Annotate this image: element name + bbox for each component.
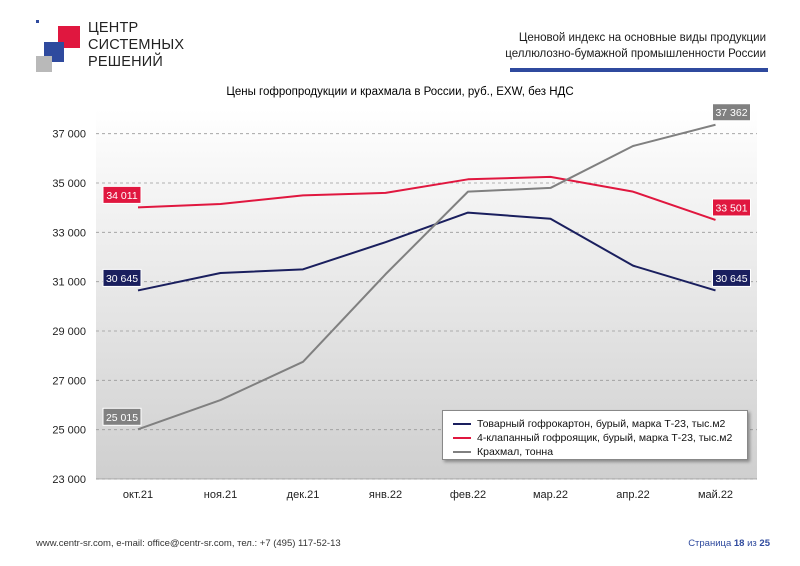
data-label-box — [102, 268, 142, 287]
y-tick-label: 37 000 — [52, 129, 86, 141]
logo-mark-icon — [36, 20, 80, 72]
data-label-box — [102, 185, 142, 204]
data-label-box — [712, 198, 751, 217]
chart-title: Цены гофропродукции и крахмала в России,… — [226, 86, 574, 98]
data-label: 30 645 — [715, 273, 747, 285]
data-label: 34 011 — [106, 190, 137, 202]
data-label-box — [102, 407, 142, 426]
x-tick-label: ноя.21 — [204, 489, 237, 501]
page-prefix: Страница — [688, 538, 732, 549]
legend-label: 4-клапанный гофроящик, бурый, марка Т-23… — [477, 432, 733, 444]
data-label: 25 015 — [106, 412, 138, 424]
legend-item: Товарный гофрокартон, бурый, марка Т-23,… — [453, 417, 725, 431]
y-tick-label: 35 000 — [52, 178, 86, 190]
logo-text: ЦЕНТР СИСТЕМНЫХ РЕШЕНИЙ — [88, 20, 184, 71]
x-tick-label: апр.22 — [616, 489, 649, 501]
footer-contacts: www.centr-sr.com, e-mail: office@centr-s… — [36, 538, 341, 549]
legend-label: Крахмал, тонна — [477, 446, 554, 458]
series-line — [137, 211, 716, 292]
document-title: Ценовой индекс на основные виды продукци… — [436, 30, 766, 62]
data-label: 30 645 — [106, 273, 138, 285]
document-title-line-1: Ценовой индекс на основные виды продукци… — [518, 32, 766, 44]
page-current: 18 — [733, 538, 745, 549]
header-divider — [510, 68, 768, 72]
logo-line-2: СИСТЕМНЫХ — [88, 37, 185, 53]
legend-label: Товарный гофрокартон, бурый, марка Т-23,… — [477, 418, 726, 430]
data-label: 37 362 — [715, 107, 747, 119]
logo-line-3: РЕШЕНИЙ — [88, 54, 164, 70]
x-tick-label: дек.21 — [287, 489, 320, 501]
legend-item: Крахмал, тонна — [453, 445, 553, 459]
legend-item: 4-клапанный гофроящик, бурый, марка Т-23… — [453, 431, 732, 445]
x-tick-label: фев.22 — [450, 489, 486, 501]
page-total: 25 — [759, 538, 770, 549]
x-tick-label: мар.22 — [533, 489, 568, 501]
y-tick-label: 33 000 — [52, 227, 86, 239]
page-separator: из — [747, 538, 757, 549]
data-label-box — [712, 268, 751, 287]
series-line — [137, 123, 716, 431]
y-tick-label: 25 000 — [52, 425, 86, 437]
y-tick-label: 31 000 — [52, 277, 86, 289]
x-tick-label: окт.21 — [123, 489, 153, 501]
y-tick-label: 29 000 — [52, 326, 86, 338]
logo-line-1: ЦЕНТР — [88, 20, 139, 36]
legend-swatch — [453, 437, 471, 439]
y-tick-label: 27 000 — [52, 375, 86, 387]
x-tick-label: май.22 — [698, 489, 733, 501]
legend-swatch — [453, 451, 471, 453]
data-label-box — [712, 103, 751, 122]
legend-swatch — [453, 423, 471, 425]
chart-legend: Товарный гофрокартон, бурый, марка Т-23,… — [442, 410, 748, 460]
data-label: 33 501 — [715, 202, 747, 214]
page-number: Страница 18 из 25 — [688, 538, 770, 549]
series-line — [137, 175, 716, 221]
document-title-line-2: целлюлозно-бумажной промышленности Росси… — [505, 48, 766, 60]
company-logo: ЦЕНТР СИСТЕМНЫХ РЕШЕНИЙ — [22, 18, 184, 80]
y-tick-label: 23 000 — [52, 474, 86, 486]
x-tick-label: янв.22 — [369, 489, 402, 501]
